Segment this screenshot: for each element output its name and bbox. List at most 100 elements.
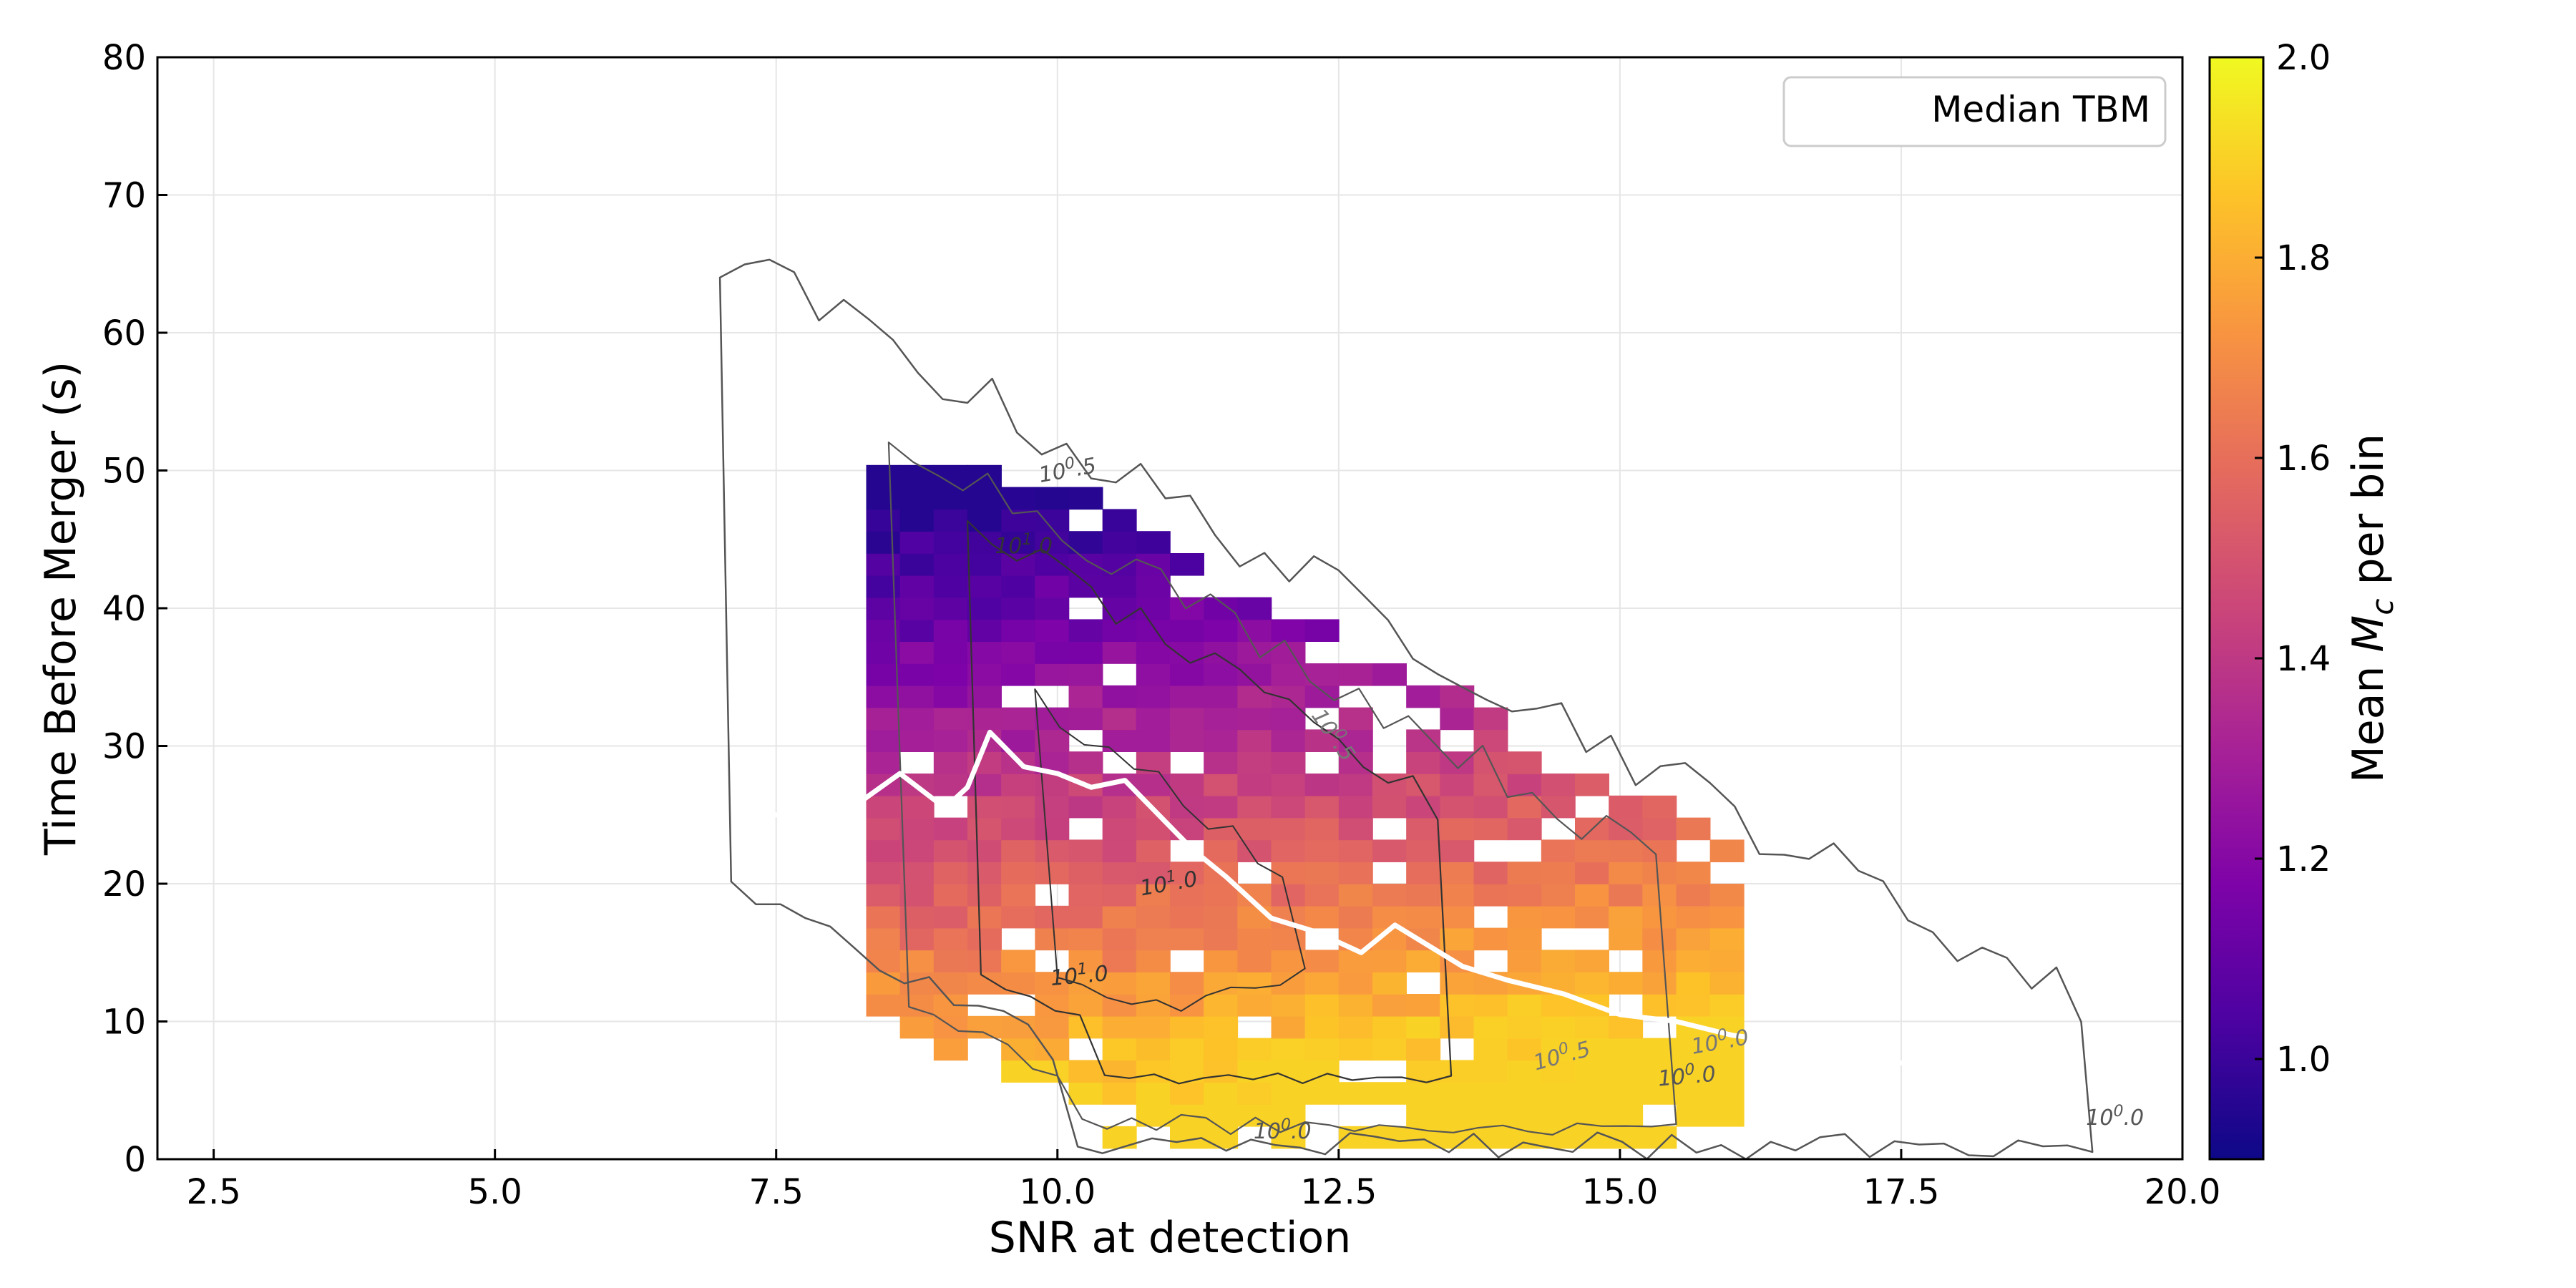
heatmap-bin — [1102, 729, 1137, 752]
heatmap-bin — [1204, 1038, 1239, 1061]
heatmap-bin — [1338, 1038, 1373, 1061]
colorbar-gradient — [2208, 56, 2265, 1161]
heatmap-bin — [899, 464, 935, 488]
y-tick-label: 10 — [102, 1002, 146, 1043]
heatmap-bin — [899, 553, 935, 576]
contour-line — [966, 520, 1453, 1085]
heatmap-bin — [1170, 707, 1204, 731]
heatmap-bin — [1338, 817, 1373, 841]
heatmap-bin — [1271, 1082, 1306, 1105]
heatmap-bin — [1575, 1015, 1609, 1039]
heatmap-bin — [1136, 862, 1171, 884]
heatmap-bin — [1507, 950, 1542, 972]
heatmap-bin — [899, 729, 935, 752]
heatmap-bin — [1406, 994, 1441, 1017]
heatmap-bin — [899, 927, 935, 951]
heatmap-bin — [1068, 685, 1103, 708]
heatmap-bin — [866, 972, 901, 995]
heatmap-bin — [1676, 884, 1711, 907]
heatmap-bin — [1406, 729, 1441, 752]
heatmap-bin — [1136, 839, 1171, 862]
heatmap-bin — [1406, 950, 1441, 972]
heatmap-bin — [1001, 707, 1036, 731]
heatmap-bin — [1204, 950, 1239, 972]
heatmap-bin — [967, 597, 1002, 620]
heatmap-bin — [1507, 927, 1542, 951]
heatmap-bin — [1507, 751, 1542, 774]
heatmap-bin — [1102, 817, 1137, 841]
heatmap-bin — [1237, 619, 1272, 642]
heatmap-bin — [1271, 862, 1306, 884]
heatmap-bin — [1676, 994, 1711, 1017]
heatmap-bin — [1338, 972, 1373, 995]
legend: Median TBM — [1782, 76, 2167, 147]
heatmap-bin — [1001, 553, 1036, 576]
heatmap-bin — [866, 927, 901, 951]
heatmap-bin — [1304, 817, 1340, 841]
colorbar-tick-label: 1.8 — [2276, 238, 2331, 278]
heatmap-bin — [1136, 774, 1171, 796]
x-axis: 2.5 5.0 7.5 10.0 12.5 15.0 17.5 20.0 — [186, 1149, 2220, 1212]
colorbar-label: Mean Mc per bin — [2343, 434, 2400, 783]
heatmap-bin — [1642, 994, 1677, 1017]
heatmap-bin — [1271, 641, 1306, 664]
heatmap-bin — [1575, 1038, 1609, 1061]
heatmap-bin — [1102, 905, 1137, 929]
heatmap-bin — [1237, 994, 1272, 1017]
heatmap-bin — [1102, 707, 1137, 731]
x-tick-label: 5.0 — [467, 1172, 522, 1212]
heatmap-bin — [1709, 884, 1745, 907]
heatmap-bin — [1102, 685, 1137, 708]
heatmap-bin — [1338, 774, 1373, 796]
heatmap-bin — [1440, 795, 1475, 819]
heatmap-bin — [1068, 641, 1103, 664]
heatmap-bin — [1709, 1104, 1745, 1127]
heatmap-bin — [1102, 795, 1137, 819]
y-tick-label: 0 — [124, 1140, 146, 1180]
heatmap-bin — [1304, 685, 1340, 708]
heatmap-bin — [1136, 927, 1171, 951]
heatmap-bin — [1001, 663, 1036, 686]
heatmap-bin — [1102, 509, 1137, 532]
heatmap-bin — [1271, 751, 1306, 774]
heatmap-bin — [1001, 641, 1036, 664]
heatmap-bin — [1609, 795, 1644, 819]
heatmap-bin — [1204, 1082, 1239, 1105]
heatmap-bin — [866, 862, 901, 884]
heatmap-bin — [1642, 1126, 1677, 1149]
heatmap-bin — [1102, 641, 1137, 664]
heatmap-bin — [933, 509, 968, 532]
heatmap-bin — [1136, 531, 1171, 554]
heatmap-bin — [1473, 884, 1508, 907]
heatmap-bin — [1204, 905, 1239, 929]
contour-line — [887, 441, 1677, 1136]
heatmap-bin — [1102, 619, 1137, 642]
heatmap-bin — [1338, 1082, 1373, 1105]
heatmap-bin — [1473, 1126, 1508, 1149]
heatmap-bin — [1271, 817, 1306, 841]
heatmap-bin — [1204, 1015, 1239, 1039]
y-axis-label: Time Before Merger (s) — [36, 361, 86, 856]
heatmap-bin — [933, 553, 968, 576]
heatmap-bin — [1541, 1060, 1576, 1083]
heatmap-bin — [967, 487, 1002, 510]
heatmap-bin — [1271, 774, 1306, 796]
heatmap-bin — [1507, 862, 1542, 884]
heatmap-bin — [1035, 927, 1070, 951]
heatmap-bin — [933, 1015, 968, 1039]
heatmap-bin — [1170, 1082, 1204, 1105]
heatmap-bin — [1035, 839, 1070, 862]
heatmap-bin — [899, 795, 935, 819]
heatmap-bin — [1676, 972, 1711, 995]
heatmap-bin — [1304, 884, 1340, 907]
heatmap-bin — [899, 839, 935, 862]
heatmap-bin — [1609, 839, 1644, 862]
heatmap-bin — [1204, 927, 1239, 951]
heatmap-bin — [1440, 862, 1475, 884]
heatmap-bin — [1304, 619, 1340, 642]
y-tick-label: 20 — [102, 864, 146, 904]
heatmap-bin — [899, 597, 935, 620]
heatmap-bin — [1609, 905, 1644, 929]
heatmap-bin — [1237, 817, 1272, 841]
heatmap-bin — [933, 884, 968, 907]
